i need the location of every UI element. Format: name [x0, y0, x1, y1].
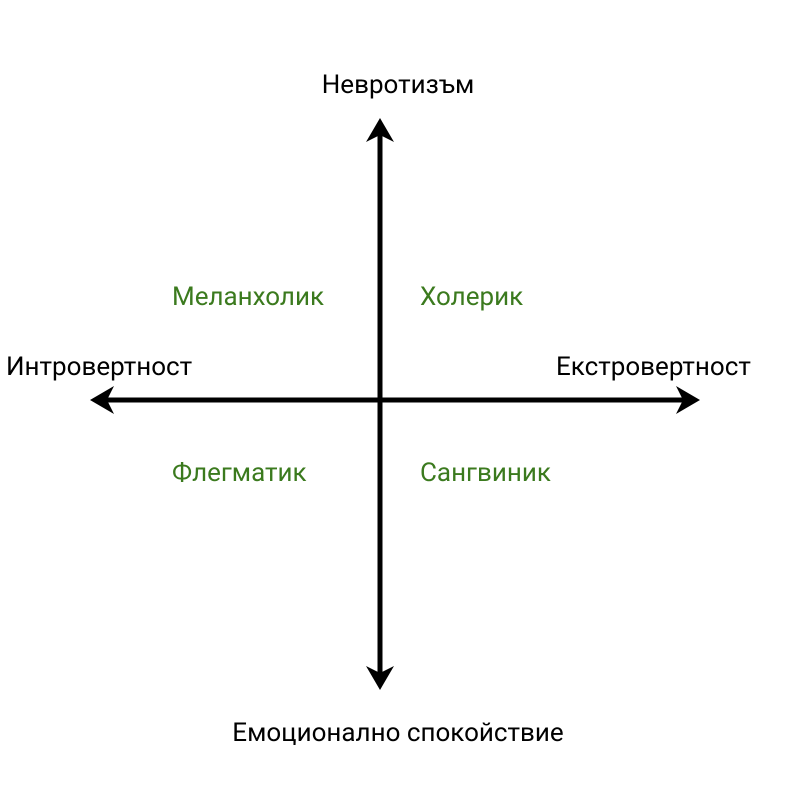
axis-label-top: Невротизъм [322, 70, 474, 100]
quadrant-top-right: Холерик [420, 282, 523, 312]
quadrant-bottom-left: Флегматик [172, 458, 307, 488]
quadrant-top-left: Меланхолик [172, 282, 324, 312]
axis-label-left: Интровертност [6, 352, 192, 382]
quadrant-bottom-right: Сангвиник [420, 458, 551, 488]
quadrant-axes [0, 0, 800, 800]
axis-label-right: Екстровертност [556, 352, 751, 382]
axis-label-bottom: Емоционално спокойствие [232, 718, 563, 748]
